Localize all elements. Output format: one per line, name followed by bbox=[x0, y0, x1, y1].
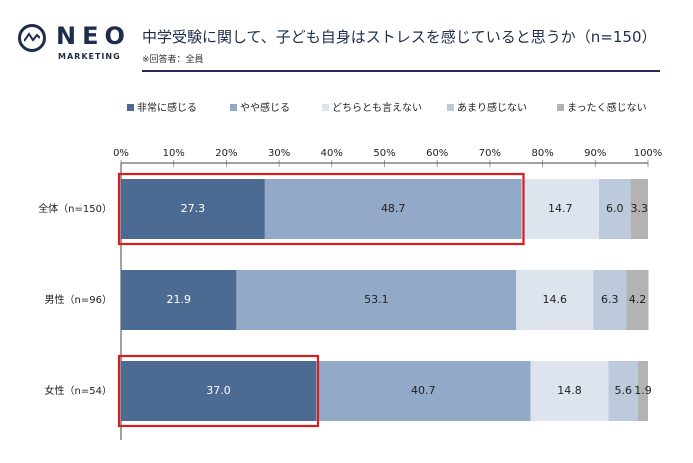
data-label: 40.7 bbox=[411, 384, 436, 397]
data-label: 37.0 bbox=[206, 384, 231, 397]
legend-label: まったく感じない bbox=[567, 101, 647, 114]
logo-text: NEO bbox=[56, 22, 131, 50]
x-tick-label: 10% bbox=[163, 148, 185, 159]
legend-label: あまり感じない bbox=[457, 101, 527, 114]
highlight-box bbox=[117, 172, 525, 246]
x-tick-label: 100% bbox=[634, 148, 663, 159]
bar-segment bbox=[315, 361, 531, 421]
data-label: 1.9 bbox=[634, 384, 652, 397]
bar-segment bbox=[121, 179, 265, 239]
data-label: 48.7 bbox=[381, 202, 406, 215]
data-label: 27.3 bbox=[181, 202, 206, 215]
category-label: 男性（n=96） bbox=[45, 293, 112, 306]
legend-swatch bbox=[127, 104, 134, 111]
neo-marketing-logo: NEO MARKETING bbox=[18, 20, 128, 70]
logo-subtext: MARKETING bbox=[58, 52, 121, 61]
legend-label: 非常に感じる bbox=[137, 101, 197, 114]
legend-swatch bbox=[447, 104, 454, 111]
bar-segment bbox=[630, 179, 648, 239]
x-tick-label: 20% bbox=[215, 148, 237, 159]
highlight-box bbox=[117, 354, 320, 428]
data-label: 4.2 bbox=[629, 293, 647, 306]
x-tick-label: 30% bbox=[268, 148, 290, 159]
bar-segment bbox=[121, 361, 316, 421]
chart-title: 中学受験に関して、子ども自身はストレスを感じていると思うか（n=150） bbox=[142, 28, 657, 46]
bar-segment bbox=[608, 361, 638, 421]
data-label: 14.8 bbox=[557, 384, 582, 397]
bar-segment bbox=[598, 179, 631, 239]
data-label: 21.9 bbox=[166, 293, 191, 306]
x-tick-label: 40% bbox=[321, 148, 343, 159]
bar-segment bbox=[626, 270, 649, 330]
bar-segment bbox=[637, 361, 648, 421]
legend-label: やや感じる bbox=[240, 101, 290, 114]
respondent-note: ※回答者：全員 bbox=[142, 55, 204, 65]
bar-segment bbox=[521, 179, 599, 239]
bar-segment bbox=[121, 270, 237, 330]
bar-segment bbox=[236, 270, 517, 330]
data-label: 3.3 bbox=[631, 202, 649, 215]
legend-swatch bbox=[230, 104, 237, 111]
bar-segment bbox=[264, 179, 522, 239]
title-rule bbox=[142, 70, 660, 72]
data-label: 6.0 bbox=[606, 202, 624, 215]
x-tick-label: 80% bbox=[531, 148, 553, 159]
legend-label: どちらとも言えない bbox=[332, 101, 422, 114]
x-tick-label: 70% bbox=[479, 148, 501, 159]
bar-segment bbox=[530, 361, 609, 421]
data-label: 53.1 bbox=[364, 293, 389, 306]
bar-segment bbox=[593, 270, 627, 330]
bar-segment bbox=[516, 270, 594, 330]
data-label: 5.6 bbox=[614, 384, 632, 397]
data-label: 14.7 bbox=[548, 202, 573, 215]
category-label: 全体（n=150） bbox=[38, 202, 112, 215]
data-label: 6.3 bbox=[601, 293, 619, 306]
legend-swatch bbox=[322, 104, 329, 111]
category-label: 女性（n=54） bbox=[45, 384, 112, 397]
x-tick-label: 90% bbox=[584, 148, 606, 159]
x-tick-label: 60% bbox=[426, 148, 448, 159]
data-label: 14.6 bbox=[542, 293, 567, 306]
legend-swatch bbox=[557, 104, 564, 111]
logo-pulse-icon bbox=[18, 24, 46, 52]
x-tick-label: 50% bbox=[373, 148, 395, 159]
x-tick-label: 0% bbox=[113, 148, 129, 159]
